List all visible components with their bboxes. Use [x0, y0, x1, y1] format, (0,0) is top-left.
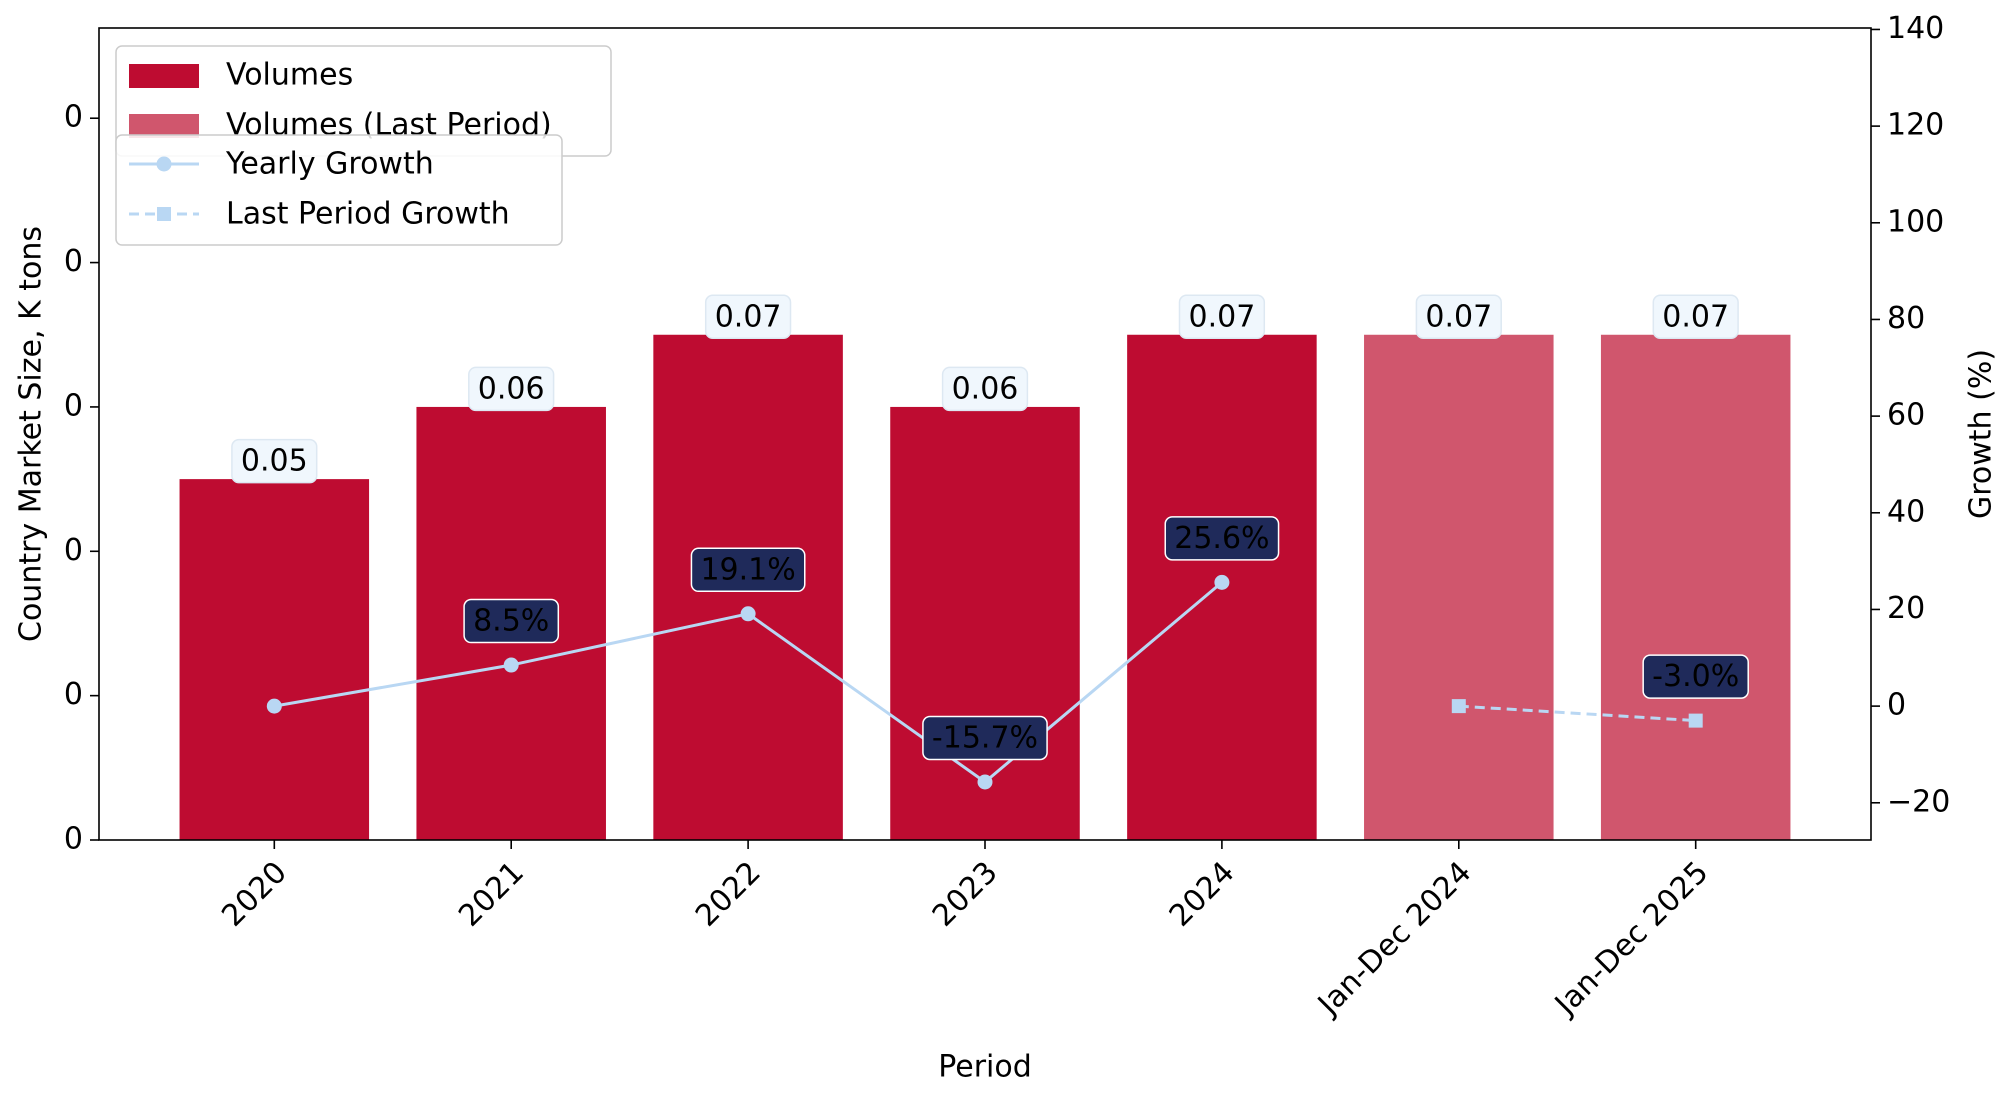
bar-label-box — [231, 438, 318, 484]
y2-tick-label: 100 — [1887, 204, 1944, 239]
growth-label: 19.1% — [690, 547, 806, 593]
y2-tick-label: 80 — [1887, 301, 1925, 336]
growth-label: -15.7% — [922, 715, 1048, 761]
growth-marker — [503, 657, 519, 673]
growth-marker — [740, 606, 756, 622]
bar-label-text: 0.06 — [952, 371, 1019, 406]
y-tick-label: 0 — [64, 822, 83, 857]
bar-label-box — [1178, 294, 1266, 340]
growth-label-box — [1164, 516, 1280, 561]
y2-tick-label: 0 — [1887, 688, 1906, 723]
growth-label-text: 19.1% — [700, 552, 795, 587]
bar-label: 0.06 — [468, 366, 555, 412]
growth-label-box — [922, 715, 1048, 761]
growth-marker — [977, 774, 993, 790]
y2-tick-label: −20 — [1887, 784, 1950, 819]
bar-label-box — [1415, 294, 1502, 340]
y-tick-label: 0 — [64, 677, 83, 712]
bar-label-text: 0.07 — [1189, 299, 1256, 334]
bar-label: 0.07 — [1178, 294, 1266, 340]
y2-tick-label: 120 — [1887, 108, 1944, 143]
growth-label-text: 25.6% — [1174, 521, 1269, 556]
y2-tick-label: 20 — [1887, 591, 1925, 626]
legend-swatch — [129, 64, 199, 88]
y2-tick-label: 140 — [1887, 11, 1944, 46]
bar-label: 0.07 — [1652, 294, 1739, 340]
y-tick-label: 0 — [64, 244, 83, 279]
legend-label: Yearly Growth — [225, 147, 434, 182]
bar-label-box — [1652, 294, 1739, 340]
y2-tick-label: 60 — [1887, 398, 1925, 433]
growth-label: 25.6% — [1164, 516, 1280, 561]
legend-label: Volumes — [226, 58, 353, 93]
growth-marker — [1214, 574, 1230, 590]
legend-marker — [156, 156, 172, 172]
bar-label-box — [468, 366, 555, 412]
y-axis-title: Country Market Size, K tons — [14, 226, 49, 642]
growth-label-box — [1642, 654, 1749, 699]
bar — [890, 406, 1080, 840]
bar-label-text: 0.07 — [1662, 299, 1729, 334]
bar-label: 0.07 — [704, 294, 792, 340]
growth-label-text: -15.7% — [932, 721, 1038, 756]
bar-label: 0.07 — [1415, 294, 1502, 340]
x-tick-label: Jan-Dec 2024 — [1310, 855, 1478, 1023]
growth-label-box — [463, 598, 560, 644]
growth-label-box — [690, 547, 806, 593]
x-tick-label: 2022 — [689, 855, 768, 934]
legend: Yearly Growth Last Period Growth — [115, 134, 563, 246]
bar-label-box — [704, 294, 792, 340]
x-tick-label: 2020 — [215, 855, 294, 934]
bar-label: 0.05 — [231, 438, 318, 484]
x-tick-label: Jan-Dec 2025 — [1547, 855, 1715, 1023]
bar-label-box — [941, 366, 1029, 412]
bar-label-text: 0.07 — [1425, 299, 1492, 334]
bar-label-text: 0.06 — [478, 371, 545, 406]
growth-marker — [1451, 699, 1466, 714]
x-axis-title: Period — [938, 1050, 1032, 1085]
x-tick-label: 2023 — [926, 855, 1005, 934]
y-tick-label: 0 — [64, 533, 83, 568]
legend-marker — [157, 207, 171, 221]
legend-frame — [115, 134, 563, 246]
growth-label-text: 8.5% — [473, 604, 549, 639]
y2-tick-label: 40 — [1887, 494, 1925, 529]
growth-line — [1458, 704, 1696, 723]
x-tick-label: 2024 — [1163, 855, 1242, 934]
legend-swatch — [129, 114, 199, 138]
bar — [1364, 334, 1554, 840]
y2-axis-title: Growth (%) — [1964, 349, 1999, 519]
bar-label: 0.06 — [941, 366, 1029, 412]
bar-label-text: 0.07 — [715, 299, 782, 334]
growth-label-text: -3.0% — [1652, 659, 1739, 694]
growth-label: -3.0% — [1642, 654, 1749, 699]
bar — [1600, 334, 1791, 840]
x-tick-label: 2021 — [452, 855, 531, 934]
growth-label: 8.5% — [463, 598, 560, 644]
legend-label: Last Period Growth — [226, 197, 510, 232]
y-tick-label: 0 — [64, 388, 83, 423]
growth-marker — [1688, 713, 1703, 728]
y-tick-label: 0 — [64, 100, 83, 135]
bar — [179, 479, 370, 840]
bar-label-text: 0.05 — [241, 444, 308, 479]
growth-marker — [266, 698, 282, 714]
